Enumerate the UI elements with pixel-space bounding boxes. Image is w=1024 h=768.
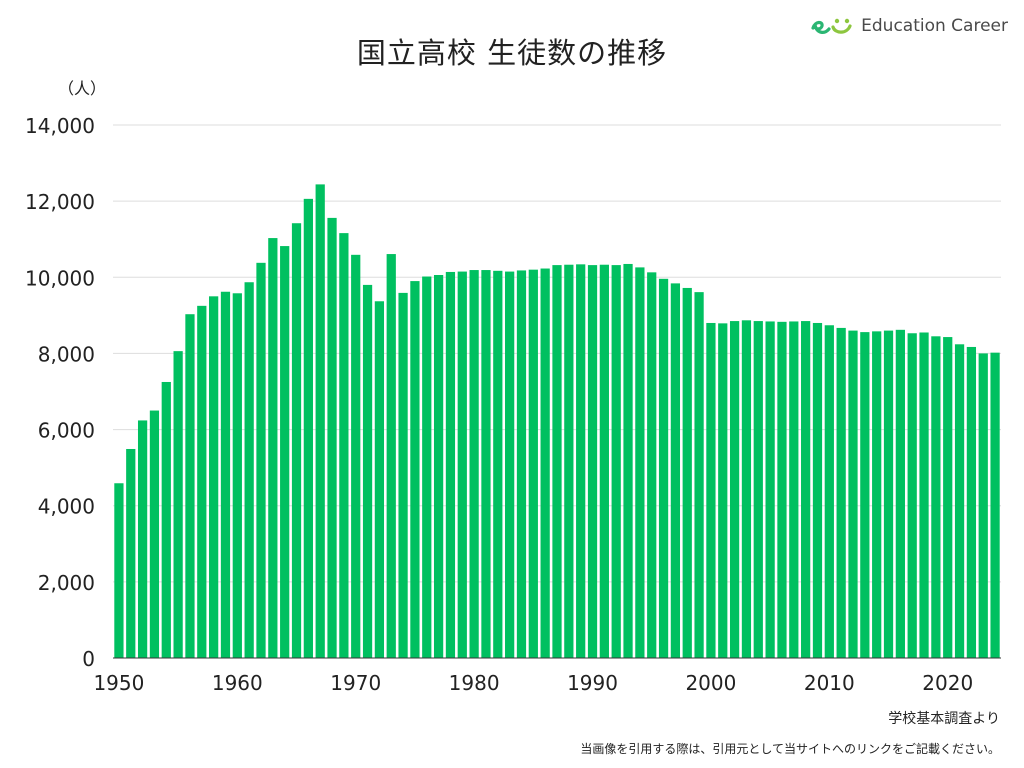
bar-2022 (966, 346, 977, 658)
bar-1989 (576, 264, 586, 658)
y-tick-label: 14,000 (25, 114, 95, 138)
bar-1960 (232, 293, 242, 658)
bar-1983 (505, 271, 515, 658)
bar-2020 (943, 337, 953, 658)
bar-1974 (398, 292, 408, 658)
bar-2017 (907, 333, 917, 658)
bar-1993 (623, 263, 633, 658)
bar-2014 (872, 331, 882, 658)
bar-1959 (220, 291, 231, 658)
bar-1964 (280, 246, 290, 658)
bar-1973 (386, 254, 396, 658)
bar-1997 (670, 283, 681, 658)
bar-1990 (587, 265, 598, 658)
bar-1952 (137, 420, 148, 658)
bar-2018 (919, 332, 929, 658)
y-tick-label: 0 (82, 647, 95, 671)
brand-logo[interactable]: Education Career (809, 12, 1008, 40)
bar-1979 (457, 271, 467, 658)
x-tick-label: 1990 (567, 671, 618, 695)
bar-2013 (860, 332, 870, 658)
bar-1967 (315, 184, 325, 658)
bar-1958 (209, 296, 219, 658)
bar-1976 (422, 276, 432, 658)
education-career-logo-icon (811, 18, 852, 34)
bar-1994 (635, 267, 645, 658)
bar-2015 (883, 330, 894, 658)
bar-2011 (836, 327, 846, 658)
bar-1992 (611, 265, 621, 658)
bar-2009 (812, 322, 823, 658)
bar-2010 (824, 325, 834, 658)
bar-1956 (185, 314, 195, 658)
bar-2003 (741, 320, 752, 658)
bar-2000 (706, 322, 716, 658)
x-tick-label: 2020 (922, 671, 973, 695)
bar-1981 (481, 270, 491, 658)
bar-1955 (173, 351, 183, 658)
bar-1985 (528, 269, 538, 658)
bar-1965 (291, 223, 302, 658)
citation-note: 当画像を引用する際は、引用元として当サイトへのリンクをご記載ください。 (580, 742, 1000, 756)
chart-title: 国立高校 生徒数の推移 (356, 36, 668, 70)
y-tick-label: 4,000 (38, 495, 95, 519)
bar-1991 (599, 264, 609, 658)
y-unit-label: （人） (58, 79, 107, 98)
bar-2021 (954, 344, 965, 658)
bar-1962 (256, 262, 266, 658)
x-tick-label: 1980 (449, 671, 500, 695)
bar-1966 (303, 198, 313, 659)
bar-1999 (694, 292, 704, 658)
y-tick-label: 12,000 (25, 190, 95, 214)
x-tick-label: 1960 (212, 671, 263, 695)
bar-1996 (658, 278, 669, 658)
x-tick-label: 1950 (93, 671, 144, 695)
bar-2019 (931, 336, 941, 658)
bar-1970 (351, 254, 361, 658)
bar-2024 (990, 352, 1000, 658)
bar-1968 (327, 217, 337, 658)
x-tick-label: 1970 (330, 671, 381, 695)
bar-1961 (244, 282, 254, 658)
y-tick-label: 10,000 (25, 266, 95, 290)
bar-1977 (433, 275, 444, 658)
bar-2008 (801, 321, 811, 658)
bar-1995 (647, 272, 657, 658)
source-note: 学校基本調査より (888, 711, 1000, 727)
bar-2007 (789, 321, 799, 658)
bar-1951 (126, 448, 136, 658)
bar-1980 (469, 270, 479, 658)
y-tick-label: 2,000 (38, 571, 95, 595)
bar-2023 (978, 353, 988, 658)
y-tick-label: 6,000 (38, 419, 95, 443)
bar-1986 (540, 268, 550, 658)
bar-1969 (339, 233, 349, 658)
bar-1971 (362, 284, 373, 658)
bar-1984 (516, 270, 527, 658)
bar-1978 (445, 271, 456, 658)
bar-1954 (161, 381, 171, 658)
bar-2012 (848, 330, 858, 658)
bar-2005 (765, 321, 775, 658)
bar-2006 (777, 321, 787, 658)
y-tick-label: 8,000 (38, 342, 95, 366)
bar-1950 (114, 483, 124, 658)
brand-name: Education Career (861, 16, 1008, 36)
bar-2002 (729, 321, 740, 658)
bar-1998 (682, 287, 692, 658)
bar-1953 (149, 410, 160, 658)
bar-2004 (753, 321, 763, 658)
bar-1975 (410, 281, 420, 658)
bar-1957 (197, 305, 207, 658)
bar-1982 (493, 270, 503, 658)
bar-1963 (268, 238, 278, 658)
x-tick-label: 2000 (685, 671, 736, 695)
bar-1988 (564, 264, 574, 658)
x-tick-label: 2010 (804, 671, 855, 695)
bar-1987 (552, 265, 562, 658)
bar-2016 (895, 329, 905, 658)
bar-2001 (718, 323, 728, 658)
bar-1972 (374, 301, 385, 658)
